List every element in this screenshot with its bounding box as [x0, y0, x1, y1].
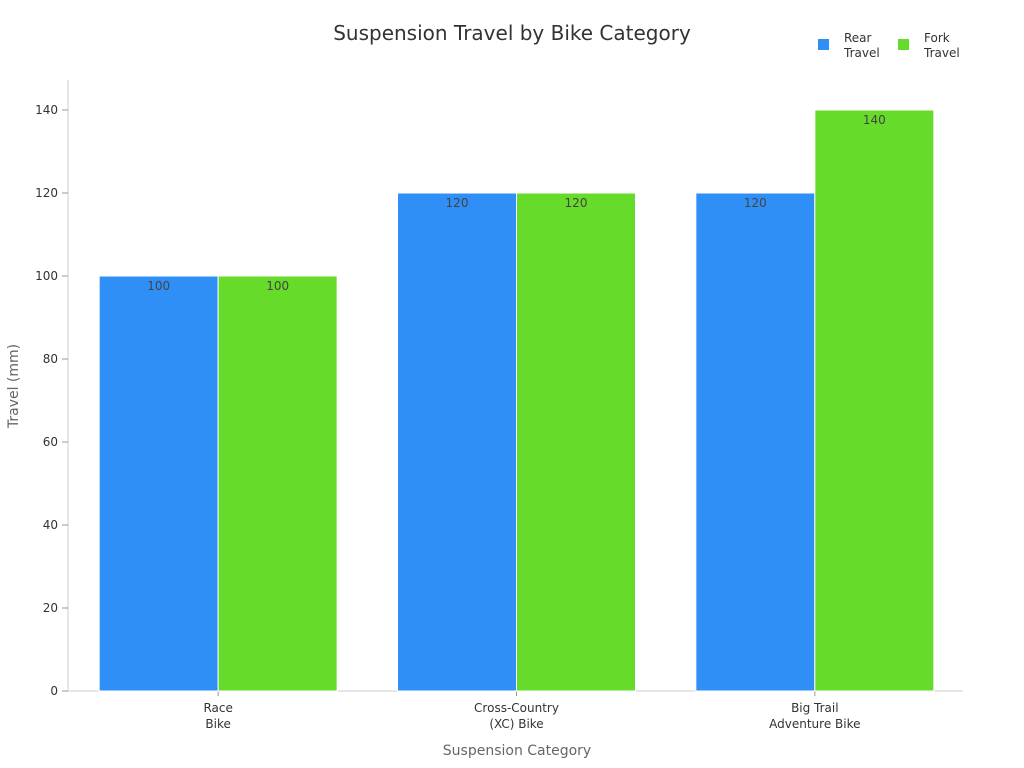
bar [98, 275, 219, 692]
y-tick-label: 100 [35, 269, 58, 283]
bars [98, 109, 935, 692]
y-tick-label: 120 [35, 186, 58, 200]
x-axis-title: Suspension Category [443, 743, 591, 759]
data-label: 100 [147, 279, 170, 293]
y-axis-title: Travel (mm) [6, 344, 22, 429]
x-tick-label-line: Big Trail [791, 701, 839, 715]
data-label: 120 [565, 196, 588, 210]
y-tick-label: 80 [43, 352, 58, 366]
bar [516, 192, 636, 692]
x-axis: Race Bike Cross-Country (XC) Bike Big Trail A… [68, 690, 963, 731]
y-tick-label: 0 [50, 684, 58, 698]
legend-label: Fork Travel [923, 31, 960, 60]
x-tick-label: Big Trail Adventure Bike [769, 701, 860, 731]
x-tick-label-line: Race [203, 701, 232, 715]
x-tick-label: Cross-Country (XC) Bike [474, 701, 559, 731]
data-label: 140 [863, 113, 886, 127]
x-tick-label-line: Cross-Country [474, 701, 559, 715]
data-label: 120 [446, 196, 469, 210]
x-tick-label-line: Adventure Bike [769, 717, 860, 731]
bar [397, 192, 517, 692]
y-axis: 0 20 40 60 80 100 120 140 [35, 80, 69, 698]
legend-label-line: Fork [924, 31, 950, 45]
legend-label-line: Travel [843, 46, 880, 60]
data-label: 100 [266, 279, 289, 293]
legend-label-line: Travel [923, 46, 960, 60]
legend-swatch [898, 39, 909, 50]
y-tick-label: 140 [35, 103, 58, 117]
y-tick-label: 40 [43, 518, 58, 532]
legend-label: Rear Travel [843, 31, 880, 60]
y-tick-label: 20 [43, 601, 58, 615]
x-tick-label-line: Bike [205, 717, 230, 731]
y-tick-label: 60 [43, 435, 58, 449]
legend-swatch [818, 39, 829, 50]
chart-title: Suspension Travel by Bike Category [333, 21, 691, 45]
legend-label-line: Rear [844, 31, 872, 45]
bar [814, 109, 935, 692]
x-tick-label-line: (XC) Bike [489, 717, 543, 731]
x-tick-label: Race Bike [203, 701, 232, 731]
data-label: 120 [744, 196, 767, 210]
bar [695, 192, 816, 692]
data-labels: 100 100 120 120 120 140 [147, 113, 886, 293]
bar [217, 275, 338, 692]
